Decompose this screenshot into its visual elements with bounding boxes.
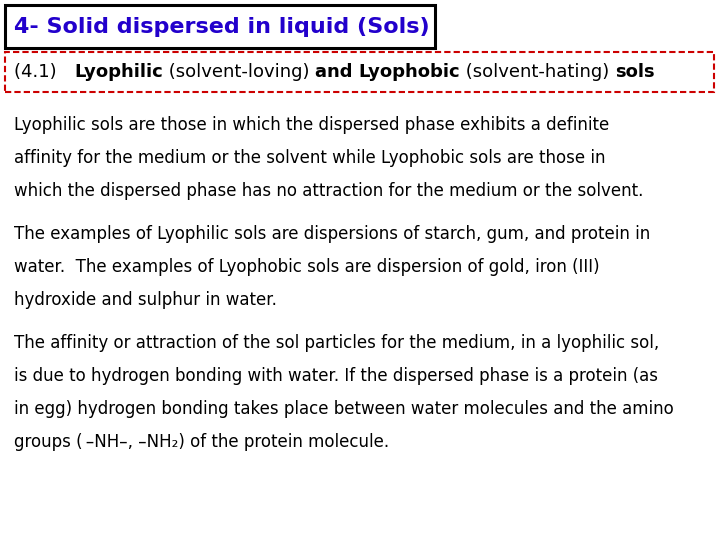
Text: affinity for the medium or the solvent while Lyophobic sols are those in: affinity for the medium or the solvent w… bbox=[14, 149, 606, 167]
Text: sols: sols bbox=[616, 63, 655, 81]
FancyBboxPatch shape bbox=[5, 5, 435, 48]
Text: (solvent-loving): (solvent-loving) bbox=[163, 63, 315, 81]
Text: water.  The examples of Lyophobic sols are dispersion of gold, iron (III): water. The examples of Lyophobic sols ar… bbox=[14, 258, 600, 276]
Text: which the dispersed phase has no attraction for the medium or the solvent.: which the dispersed phase has no attract… bbox=[14, 182, 644, 200]
Text: and: and bbox=[315, 63, 359, 81]
Text: Lyophobic: Lyophobic bbox=[359, 63, 460, 81]
Text: 4- Solid dispersed in liquid (Sols): 4- Solid dispersed in liquid (Sols) bbox=[14, 17, 430, 37]
Text: in egg) hydrogen bonding takes place between water molecules and the amino: in egg) hydrogen bonding takes place bet… bbox=[14, 400, 674, 418]
Text: (solvent-hating): (solvent-hating) bbox=[460, 63, 616, 81]
Text: (4.1): (4.1) bbox=[14, 63, 74, 81]
Text: groups ( –NH–, –NH₂) of the protein molecule.: groups ( –NH–, –NH₂) of the protein mole… bbox=[14, 433, 389, 451]
FancyBboxPatch shape bbox=[5, 52, 714, 92]
Text: The affinity or attraction of the sol particles for the medium, in a lyophilic s: The affinity or attraction of the sol pa… bbox=[14, 334, 660, 352]
Text: is due to hydrogen bonding with water. If the dispersed phase is a protein (as: is due to hydrogen bonding with water. I… bbox=[14, 367, 658, 385]
Text: hydroxide and sulphur in water.: hydroxide and sulphur in water. bbox=[14, 291, 277, 309]
Text: Lyophilic: Lyophilic bbox=[74, 63, 163, 81]
Text: The examples of Lyophilic sols are dispersions of starch, gum, and protein in: The examples of Lyophilic sols are dispe… bbox=[14, 225, 650, 243]
Text: Lyophilic sols are those in which the dispersed phase exhibits a definite: Lyophilic sols are those in which the di… bbox=[14, 116, 609, 134]
